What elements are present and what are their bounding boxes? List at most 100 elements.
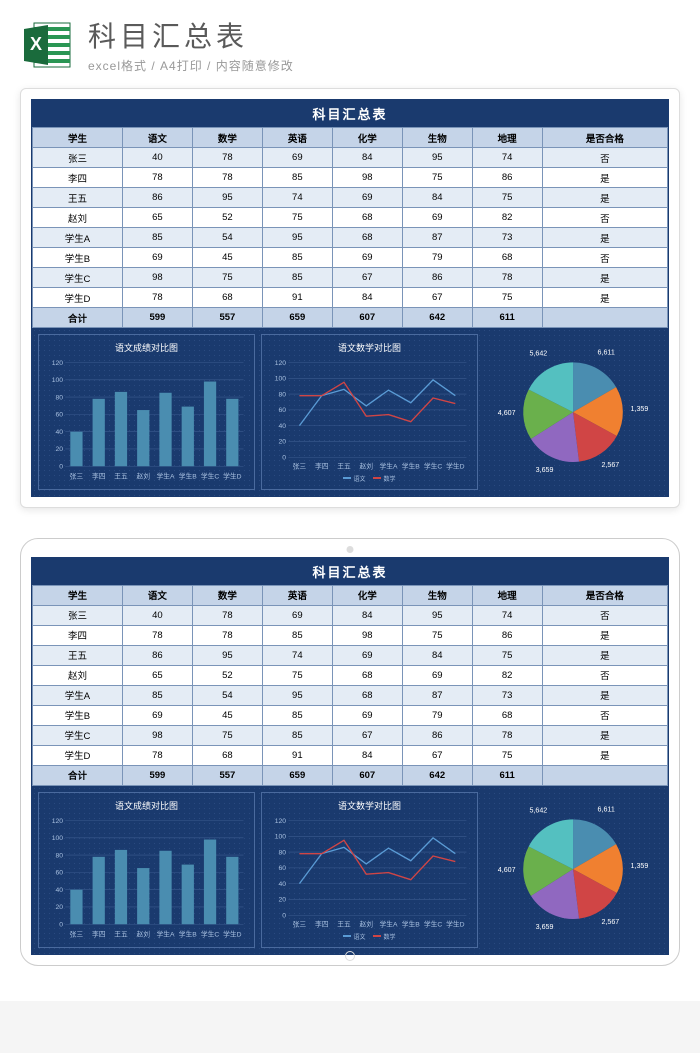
table-cell: 75 [472,645,542,665]
table-cell: 74 [472,605,542,625]
svg-text:学生A: 学生A [379,919,398,928]
table-cell: 78 [122,625,192,645]
table-cell: 69 [262,605,332,625]
table-header: 学生 [33,585,123,605]
table-cell: 85 [262,168,332,188]
line-chart-legend: 语文数学 [268,474,471,483]
table-header: 语文 [122,128,192,148]
svg-text:6,611: 6,611 [597,348,614,356]
table-header: 地理 [472,128,542,148]
tablet-home-button [345,951,355,961]
svg-text:120: 120 [275,818,287,825]
table-cell: 是 [542,288,667,308]
table-cell: 是 [542,268,667,288]
legend-item: 数学 [373,932,395,941]
svg-text:100: 100 [52,835,64,842]
charts-row: 语文成绩对比图 020406080100120张三李四王五赵刘学生A学生B学生C… [32,786,668,954]
table-cell: 69 [122,705,192,725]
table-cell: 86 [122,645,192,665]
table-cell: 85 [262,725,332,745]
svg-text:张三: 张三 [70,472,84,481]
svg-text:60: 60 [56,412,64,419]
page: X 科目汇总表 excel格式 / A4打印 / 内容随意修改 科目汇总表 学生… [0,0,700,1001]
table-cell: 学生D [33,745,123,765]
svg-text:20: 20 [56,446,64,453]
svg-text:王五: 王五 [114,930,128,938]
table-cell: 学生B [33,705,123,725]
svg-text:4,607: 4,607 [498,867,516,875]
table-cell: 87 [402,685,472,705]
pie-chart-svg: 6,6111,3592,5673,6594,6075,642 [490,341,656,483]
svg-text:学生C: 学生C [424,919,443,928]
svg-text:学生D: 学生D [223,472,242,481]
table-row: 赵刘655275686982否 [33,208,668,228]
table-cell: 是 [542,725,667,745]
svg-text:5,642: 5,642 [529,349,547,357]
table-header: 数学 [192,585,262,605]
table-cell: 642 [402,765,472,785]
bar-chart-box: 语文成绩对比图 020406080100120张三李四王五赵刘学生A学生B学生C… [38,334,255,490]
table-row: 学生B694585697968否 [33,248,668,268]
table-cell: 79 [402,248,472,268]
svg-text:6,611: 6,611 [597,806,614,814]
svg-text:1,359: 1,359 [630,863,648,871]
table-header: 是否合格 [542,128,667,148]
svg-text:李四: 李四 [92,472,106,481]
table-cell: 否 [542,705,667,725]
table-cell: 95 [402,605,472,625]
table-row: 学生A855495688773是 [33,685,668,705]
table-cell: 赵刘 [33,208,123,228]
svg-text:120: 120 [275,360,287,367]
svg-text:80: 80 [56,394,64,401]
svg-text:学生A: 学生A [157,472,176,481]
table-header: 是否合格 [542,585,667,605]
table-cell: 68 [332,228,402,248]
line-chart-svg: 020406080100120张三李四王五赵刘学生A学生B学生C学生D [268,358,471,471]
table-cell: 否 [542,248,667,268]
table-header: 生物 [402,128,472,148]
table-row: 王五869574698475是 [33,645,668,665]
svg-text:60: 60 [56,869,64,876]
table-cell: 69 [332,188,402,208]
table-row: 学生A855495688773是 [33,228,668,248]
table-cell: 84 [332,288,402,308]
table-cell: 45 [192,705,262,725]
table-cell: 84 [332,148,402,168]
grades-table: 学生语文数学英语化学生物地理是否合格张三407869849574否李四78788… [32,127,668,328]
table-cell: 学生A [33,685,123,705]
svg-text:张三: 张三 [70,929,84,938]
svg-text:学生A: 学生A [379,461,398,470]
table-cell: 599 [122,765,192,785]
table-row: 学生C987585678678是 [33,268,668,288]
table-cell: 85 [262,625,332,645]
svg-text:2,567: 2,567 [601,461,619,469]
table-cell: 学生C [33,268,123,288]
tablet-frame: 科目汇总表 学生语文数学英语化学生物地理是否合格张三407869849574否李… [20,538,680,966]
svg-text:0: 0 [282,912,286,919]
table-cell: 75 [402,168,472,188]
table-cell: 学生B [33,248,123,268]
table-cell: 52 [192,665,262,685]
table-cell: 85 [262,248,332,268]
table-cell: 是 [542,625,667,645]
table-row: 李四787885987586是 [33,168,668,188]
sheet-title: 科目汇总表 [32,100,668,127]
table-cell: 599 [122,308,192,328]
table-cell: 78 [192,168,262,188]
svg-text:赵刘: 赵刘 [359,461,373,470]
table-cell: 78 [192,625,262,645]
table-cell: 学生A [33,228,123,248]
table-cell: 75 [262,665,332,685]
table-cell: 98 [122,725,192,745]
table-cell: 75 [262,208,332,228]
table-cell: 86 [472,625,542,645]
table-cell: 否 [542,605,667,625]
table-cell: 75 [472,745,542,765]
svg-text:0: 0 [282,454,286,461]
table-cell: 是 [542,188,667,208]
preview-card-1: 科目汇总表 学生语文数学英语化学生物地理是否合格张三407869849574否李… [20,88,680,508]
table-cell: 40 [122,148,192,168]
table-cell: 73 [472,228,542,248]
svg-text:李四: 李四 [92,929,106,938]
table-header: 英语 [262,585,332,605]
